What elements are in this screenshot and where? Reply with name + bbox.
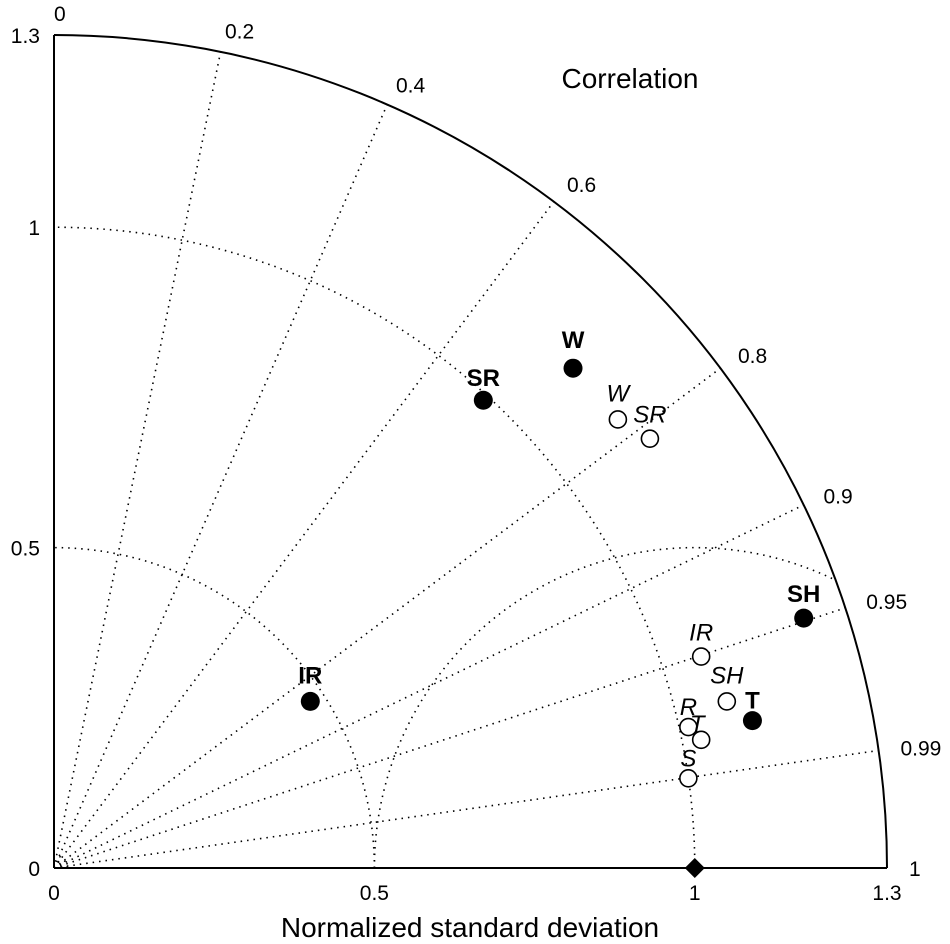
model-point-filled: [300, 691, 320, 711]
y-tick-label: 1: [28, 217, 40, 240]
point-label: SH: [787, 581, 820, 608]
model-point-open: [679, 768, 698, 788]
point-label: T: [745, 688, 760, 715]
point-label: S: [680, 745, 696, 772]
x-axis-title: Normalized standard deviation: [281, 912, 659, 943]
frame-layer: [53, 34, 888, 869]
correlation-title: Correlation: [562, 63, 699, 94]
correlation-tick-label: 0.95: [866, 591, 907, 614]
correlation-tick-label: 0.9: [824, 485, 853, 508]
grid-layer: [53, 51, 879, 869]
correlation-tick-label: 0.2: [225, 20, 254, 43]
point-label: W: [562, 327, 585, 354]
point-label: T: [690, 711, 707, 738]
x-tick-label: 1: [689, 882, 701, 905]
correlation-tick-label: 0.8: [738, 345, 767, 368]
outer-arc: [53, 34, 888, 869]
marks-layer: [300, 358, 814, 878]
correlation-tick-label: 1: [909, 858, 921, 881]
x-tick-label: 0.5: [360, 882, 389, 905]
correlation-grid-line: [53, 201, 555, 869]
correlation-tick-label: 0.99: [900, 737, 941, 760]
point-label: R: [680, 694, 697, 721]
correlation-grid-line: [53, 367, 721, 869]
reference-point-marker: [684, 858, 705, 878]
x-tick-label: 0: [48, 882, 60, 905]
correlation-grid-line: [53, 504, 805, 869]
correlation-tick-label: 0.4: [396, 74, 426, 97]
point-label: SH: [710, 662, 744, 689]
labels-layer: 000.50.5111.31.300.20.40.60.80.90.950.99…: [11, 3, 942, 905]
correlation-tick-label: 0.6: [567, 174, 596, 197]
model-point-open: [717, 692, 737, 711]
correlation-grid-line: [53, 104, 388, 869]
point-label: W: [607, 380, 632, 407]
point-label: IR: [298, 662, 322, 689]
model-point-open: [691, 647, 711, 666]
model-point-open: [608, 410, 628, 429]
correlation-grid-line: [53, 749, 879, 869]
y-tick-label: 0: [28, 858, 40, 881]
correlation-grid-line: [53, 51, 222, 869]
point-label: SR: [467, 365, 500, 392]
model-point-filled: [563, 358, 583, 378]
correlation-tick-label: 0: [54, 3, 66, 26]
model-point-open: [640, 429, 660, 448]
x-tick-label: 1.3: [872, 882, 901, 905]
point-label: SR: [633, 402, 666, 429]
correlation-grid-line: [53, 607, 846, 869]
model-point-filled: [742, 711, 762, 731]
rms-grid-arc: [373, 546, 837, 869]
model-point-open: [691, 730, 711, 750]
y-tick-label: 1.3: [11, 25, 40, 48]
model-point-filled: [794, 608, 814, 628]
y-tick-label: 0.5: [11, 538, 40, 561]
std-grid-arc: [53, 226, 696, 869]
std-grid-arc: [53, 546, 376, 869]
model-point-open: [679, 717, 698, 737]
model-point-filled: [473, 390, 493, 410]
point-label: IR: [689, 620, 713, 647]
